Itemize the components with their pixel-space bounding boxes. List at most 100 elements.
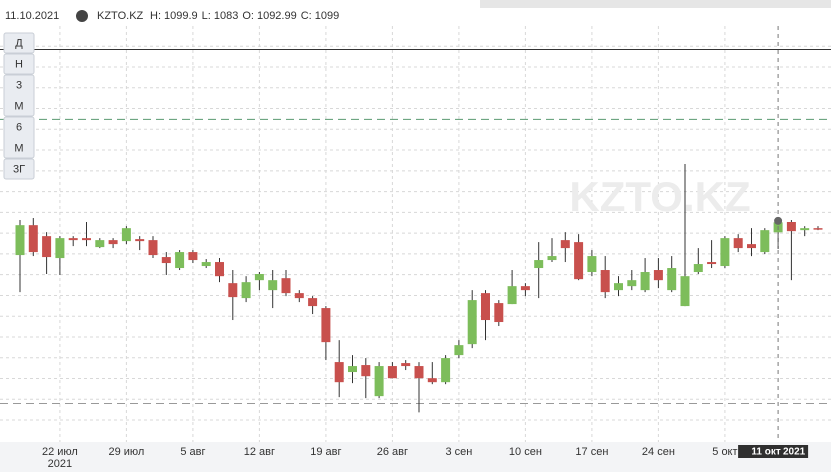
button-bg[interactable] (3, 74, 35, 117)
candle-body (467, 300, 477, 345)
period-button[interactable]: 3М (3, 74, 35, 117)
ohlc-value: 1099 (315, 10, 339, 22)
ohlc-label: L: (202, 10, 211, 22)
candle-body (574, 242, 584, 280)
period-button[interactable]: 3Г (3, 158, 35, 180)
button-bg[interactable] (3, 116, 35, 159)
header-ticker: KZTO.KZ (97, 10, 144, 22)
header-strip (480, 0, 831, 8)
candle-body (494, 303, 504, 323)
button-label[interactable]: 3Г (13, 163, 25, 175)
candle-body (308, 298, 318, 307)
candle-body (507, 286, 517, 305)
candle-body (334, 362, 344, 383)
x-tick-label: 5 авг (180, 446, 205, 458)
x-tick-label: 24 сен (642, 446, 675, 458)
candle-body (800, 228, 810, 231)
period-button[interactable]: 6М (3, 116, 35, 159)
button-label[interactable]: 6 (16, 121, 22, 133)
watermark: KZTO.KZ (569, 173, 750, 220)
x-tick-label: 19 авг (310, 446, 341, 458)
candle-body (401, 363, 411, 367)
button-bg[interactable] (3, 158, 35, 180)
candle-body (520, 286, 530, 291)
x-tick-label: 29 июл (108, 446, 144, 458)
candle-body (321, 308, 331, 343)
candle-body (707, 262, 717, 265)
candle-body (82, 238, 91, 241)
candle-body (15, 225, 25, 256)
ohlc-label: H: (150, 10, 161, 22)
candle-body (42, 236, 52, 258)
candle-body (627, 280, 637, 287)
candle-body (786, 222, 796, 232)
candle-body (640, 272, 650, 291)
candle-body (135, 239, 145, 242)
candle-body (653, 270, 663, 281)
header-ohlc: H: 1099.9 L: 1083 O: 1092.99 C: 1099 (150, 10, 339, 22)
candle-body (294, 293, 304, 299)
candle-body (733, 238, 743, 249)
candle-body (148, 240, 158, 256)
ohlc-label: C: (301, 10, 312, 22)
ohlc-value: 1092.99 (257, 10, 297, 22)
candle-body (348, 366, 357, 373)
x-tick-label: 17 сен (575, 446, 608, 458)
button-bg[interactable] (3, 53, 35, 75)
candle-body (387, 366, 397, 379)
crosshair-label: 11 окт (751, 447, 780, 458)
x-tick-label: 12 авг (244, 446, 275, 458)
candle-body (587, 256, 597, 273)
x-tick-label: 26 авг (377, 446, 408, 458)
candle-body (760, 230, 770, 253)
candle-body (241, 282, 251, 299)
ohlc-label: O: (242, 10, 254, 22)
hover-marker (774, 216, 783, 225)
crosshair-year: 2021 (783, 447, 806, 458)
candle-body (95, 240, 105, 248)
button-label[interactable]: 3 (16, 79, 22, 91)
button-bg[interactable] (3, 32, 35, 54)
candle-body (55, 238, 65, 259)
button-label[interactable]: М (14, 100, 23, 112)
candle-body (121, 228, 131, 242)
candle-body (188, 252, 198, 261)
candle-body (614, 283, 623, 291)
candle-body (161, 257, 171, 264)
candle-body (201, 262, 211, 267)
header-dot (76, 10, 88, 22)
candle-body (175, 252, 185, 269)
candle-body (560, 240, 570, 249)
candle-body (361, 365, 371, 377)
candle-body (481, 293, 490, 321)
crosshair-label-box (738, 445, 809, 458)
candle-body (600, 270, 610, 293)
candle-body (693, 264, 703, 273)
candle-body (215, 262, 224, 277)
candle-body (720, 238, 730, 267)
candle-body (281, 278, 291, 294)
candle-body (427, 378, 437, 383)
candle-body (813, 228, 823, 230)
ohlc-value: 1083 (214, 10, 238, 22)
candle-body (441, 358, 451, 383)
x-year-label: 2021 (48, 458, 72, 470)
ohlc-value: 1099.9 (164, 10, 198, 22)
candle-body (414, 366, 424, 379)
period-button[interactable]: Н (3, 53, 35, 75)
x-tick-label: 10 сен (509, 446, 542, 458)
candle-body (374, 366, 384, 397)
x-tick-label: 3 сен (445, 446, 472, 458)
candle-body (68, 238, 78, 241)
button-label[interactable]: Д (15, 37, 23, 49)
candle-body (747, 244, 756, 249)
candle-body (680, 276, 690, 307)
candle-body (28, 225, 38, 253)
button-label[interactable]: М (14, 142, 23, 154)
period-button[interactable]: Д (3, 32, 35, 54)
candle-body (268, 280, 278, 291)
candle-body (547, 256, 557, 261)
button-label[interactable]: Н (15, 58, 23, 70)
